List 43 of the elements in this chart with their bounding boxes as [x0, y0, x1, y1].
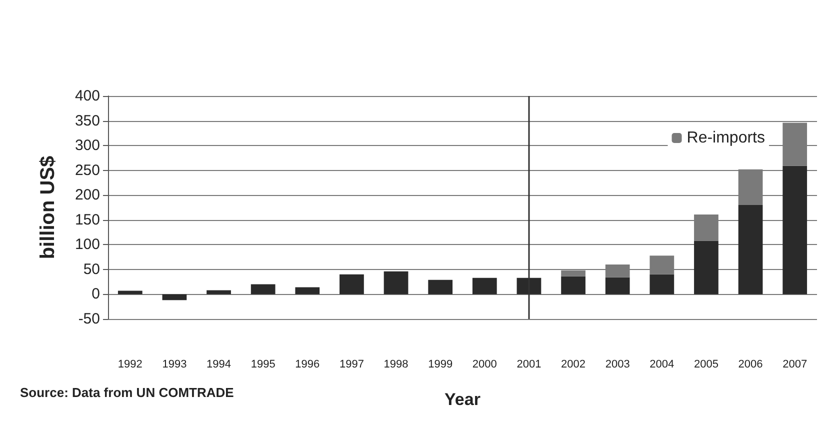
bar — [782, 166, 808, 294]
x-tick-label: 2004 — [650, 358, 674, 370]
bar — [472, 278, 497, 294]
y-tick-label: 0 — [92, 286, 100, 303]
x-tick-label: 2000 — [472, 358, 497, 370]
y-tick-label: 400 — [74, 88, 100, 104]
legend-label: Re-imports — [686, 130, 765, 146]
y-tick-label: 300 — [74, 137, 100, 154]
x-tick-label: 2003 — [605, 358, 630, 370]
x-tick-label: 1995 — [250, 358, 276, 370]
bar — [738, 205, 763, 294]
y-tick-label: 350 — [74, 112, 100, 130]
bar — [650, 274, 674, 294]
bar — [162, 294, 187, 300]
x-tick-label: 2006 — [738, 358, 763, 370]
x-tick-label: 1998 — [384, 358, 408, 370]
bar — [694, 240, 718, 294]
x-tick-label: 1993 — [162, 358, 187, 370]
y-tick-label: 50 — [83, 260, 100, 278]
y-axis-title: billion US$ — [37, 156, 59, 260]
x-tick-label: 2005 — [694, 358, 718, 370]
bar — [250, 284, 276, 294]
bar — [561, 276, 586, 294]
x-tick-label: 1999 — [428, 358, 453, 370]
bar — [340, 274, 364, 294]
x-tick-label: 2001 — [516, 358, 542, 370]
x-tick-label: 1996 — [295, 358, 320, 370]
x-tick-label: 1992 — [118, 358, 142, 370]
y-tick-label: 250 — [74, 162, 100, 179]
x-tick-label: 1994 — [206, 358, 232, 370]
x-axis-title: Year — [444, 390, 481, 409]
y-tick-label: 100 — [74, 236, 100, 254]
y-tick-label: 150 — [74, 211, 100, 228]
source-note: Source: Data from UN COMTRADE — [20, 385, 234, 400]
y-tick-label: 200 — [74, 186, 100, 204]
x-tick-label: 2007 — [782, 358, 808, 370]
bar — [428, 280, 453, 294]
bar — [384, 271, 408, 294]
x-tick-label: 1997 — [339, 358, 364, 370]
y-tick-label: -50 — [78, 310, 100, 328]
bar — [605, 277, 630, 294]
x-tick-label: 2002 — [561, 358, 586, 370]
bar — [295, 287, 320, 294]
